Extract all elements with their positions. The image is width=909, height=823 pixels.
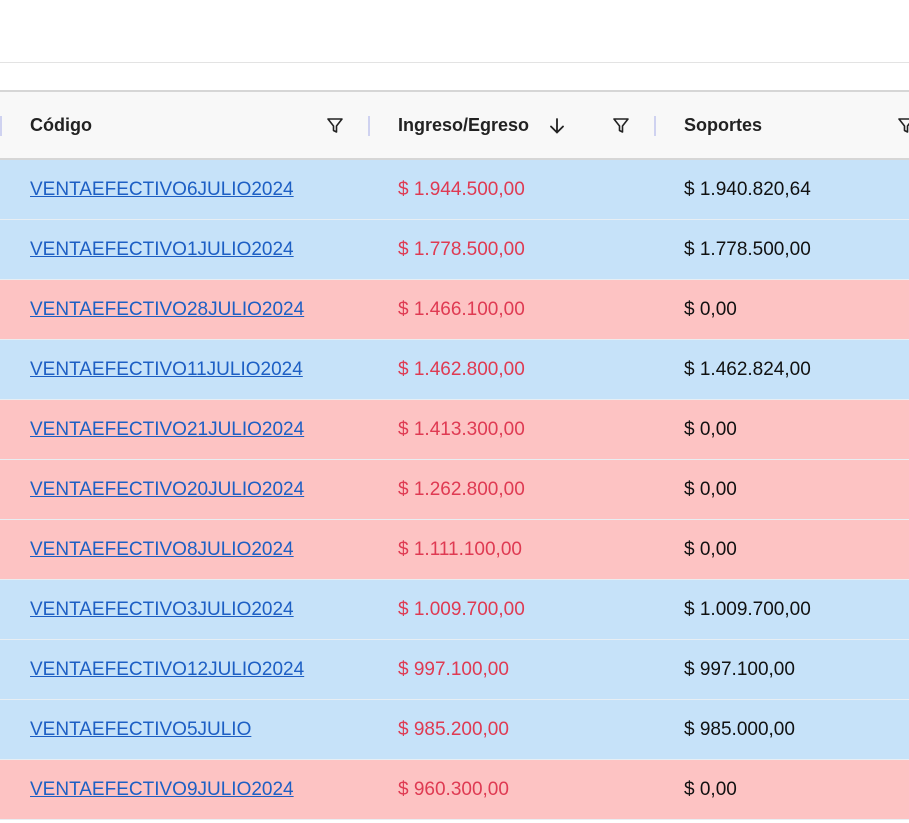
supports-cell: $ 1.940.820,64 bbox=[684, 178, 811, 200]
supports-cell: $ 1.462.824,00 bbox=[684, 358, 811, 380]
table-row: VENTAEFECTIVO1JULIO2024 $ 1.778.500,00 $ 1… bbox=[0, 220, 909, 280]
code-link[interactable]: VENTAEFECTIVO6JULIO2024 bbox=[30, 178, 294, 200]
amount-cell: $ 997.100,00 bbox=[398, 658, 509, 680]
filter-icon[interactable] bbox=[612, 117, 630, 135]
code-link[interactable]: VENTAEFECTIVO8JULIO2024 bbox=[30, 538, 294, 560]
table-row: VENTAEFECTIVO11JULIO2024 $ 1.462.800,00 $ … bbox=[0, 340, 909, 400]
supports-cell: $ 1.778.500,00 bbox=[684, 238, 811, 260]
code-link[interactable]: VENTAEFECTIVO11JULIO2024 bbox=[30, 358, 303, 380]
code-link[interactable]: VENTAEFECTIVO20JULIO2024 bbox=[30, 478, 305, 500]
table-row: VENTAEFECTIVO28JULIO2024 $ 1.466.100,00 $ … bbox=[0, 280, 909, 340]
code-link[interactable]: VENTAEFECTIVO21JULIO2024 bbox=[30, 418, 305, 440]
column-header[interactable]: Soportes bbox=[684, 114, 763, 135]
column-separator bbox=[368, 116, 370, 136]
filter-icon[interactable] bbox=[326, 117, 344, 135]
supports-cell: $ 0,00 bbox=[684, 298, 737, 320]
sort-icon[interactable] bbox=[548, 117, 566, 135]
amount-cell: $ 960.300,00 bbox=[398, 778, 509, 800]
amount-cell: $ 1.262.800,00 bbox=[398, 478, 525, 500]
amount-cell: $ 1.111.100,00 bbox=[398, 538, 522, 560]
code-link[interactable]: VENTAEFECTIVO3JULIO2024 bbox=[30, 598, 294, 620]
amount-cell: $ 1.413.300,00 bbox=[398, 418, 525, 440]
table-row: VENTAEFECTIVO3JULIO2024 $ 1.009.700,00 $ 1… bbox=[0, 580, 909, 640]
code-link[interactable]: VENTAEFECTIVO5JULIO bbox=[30, 718, 252, 740]
column-separator bbox=[0, 116, 2, 136]
table-row: VENTAEFECTIVO21JULIO2024 $ 1.413.300,00 $ … bbox=[0, 400, 909, 460]
toolbar bbox=[0, 0, 909, 63]
filter-icon[interactable] bbox=[897, 117, 909, 135]
code-link[interactable]: VENTAEFECTIVO12JULIO2024 bbox=[30, 658, 305, 680]
data-table: Código Ingreso/Egreso Soportes VENTAEFEC… bbox=[0, 90, 909, 820]
amount-cell: $ 1.462.800,00 bbox=[398, 358, 525, 380]
supports-cell: $ 0,00 bbox=[684, 778, 737, 800]
column-header[interactable]: Código bbox=[30, 114, 92, 135]
code-link[interactable]: VENTAEFECTIVO9JULIO2024 bbox=[30, 778, 294, 800]
amount-cell: $ 1.466.100,00 bbox=[398, 298, 525, 320]
table-row: VENTAEFECTIVO9JULIO2024 $ 960.300,00 $ 0,0… bbox=[0, 760, 909, 820]
code-link[interactable]: VENTAEFECTIVO1JULIO2024 bbox=[30, 238, 294, 260]
table-row: VENTAEFECTIVO20JULIO2024 $ 1.262.800,00 $ … bbox=[0, 460, 909, 520]
column-separator bbox=[654, 116, 656, 136]
supports-cell: $ 985.000,00 bbox=[684, 718, 795, 740]
amount-cell: $ 985.200,00 bbox=[398, 718, 509, 740]
supports-cell: $ 0,00 bbox=[684, 538, 737, 560]
amount-cell: $ 1.009.700,00 bbox=[398, 598, 525, 620]
amount-cell: $ 1.944.500,00 bbox=[398, 178, 525, 200]
table-row: VENTAEFECTIVO8JULIO2024 $ 1.111.100,00 $ 0… bbox=[0, 520, 909, 580]
supports-cell: $ 997.100,00 bbox=[684, 658, 795, 680]
supports-cell: $ 0,00 bbox=[684, 478, 737, 500]
table-row: VENTAEFECTIVO6JULIO2024 $ 1.944.500,00 $ 1… bbox=[0, 160, 909, 220]
code-link[interactable]: VENTAEFECTIVO28JULIO2024 bbox=[30, 298, 305, 320]
header-row: Código Ingreso/Egreso Soportes bbox=[0, 90, 909, 160]
supports-cell: $ 1.009.700,00 bbox=[684, 598, 811, 620]
supports-cell: $ 0,00 bbox=[684, 418, 737, 440]
amount-cell: $ 1.778.500,00 bbox=[398, 238, 525, 260]
table-row: VENTAEFECTIVO5JULIO $ 985.200,00 $ 985.000… bbox=[0, 700, 909, 760]
table-row: VENTAEFECTIVO12JULIO2024 $ 997.100,00 $ 99… bbox=[0, 640, 909, 700]
column-header[interactable]: Ingreso/Egreso bbox=[398, 114, 530, 135]
